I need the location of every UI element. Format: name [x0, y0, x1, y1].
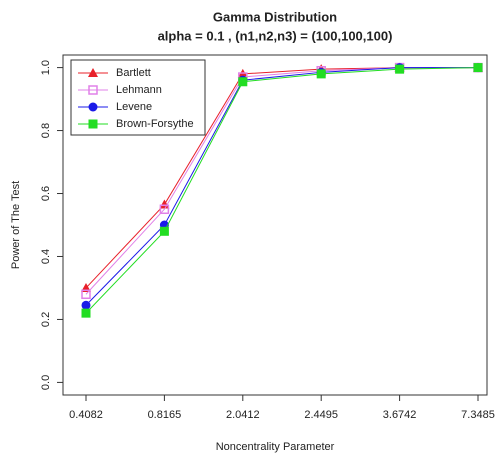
legend-label: Bartlett	[116, 67, 151, 79]
series-line	[85, 67, 478, 306]
y-tick-label: 0.6	[40, 186, 52, 201]
marker	[316, 69, 326, 79]
marker	[88, 85, 98, 95]
marker	[81, 289, 91, 300]
chart-subtitle: alpha = 0.1 , (n1,n2,n3) = (100,100,100)	[158, 28, 393, 43]
marker	[159, 226, 169, 236]
marker	[81, 300, 91, 310]
y-tick-label: 0.4	[40, 249, 52, 264]
marker	[81, 308, 91, 318]
legend-label: Levene	[116, 101, 152, 113]
marker	[88, 119, 98, 129]
marker	[159, 204, 170, 215]
x-tick-label: 3.6742	[383, 409, 417, 421]
legend-label: Brown-Forsythe	[116, 118, 194, 130]
marker	[159, 199, 170, 209]
series-line	[85, 67, 479, 314]
x-tick-label: 7.3485	[461, 409, 495, 421]
x-tick-label: 0.4082	[69, 409, 103, 421]
plot-frame	[62, 54, 488, 396]
y-tick-label: 0.8	[40, 123, 52, 138]
y-axis-title: Power of The Test	[10, 181, 22, 269]
y-tick-label: 0.0	[40, 375, 52, 390]
x-tick-label: 0.8165	[148, 409, 182, 421]
marker	[238, 77, 248, 87]
x-tick-label: 2.4495	[304, 409, 338, 421]
x-axis-title: Noncentrality Parameter	[216, 441, 335, 453]
x-tick-label: 2.0412	[226, 409, 260, 421]
y-tick-label: 0.2	[40, 312, 52, 327]
marker	[395, 64, 405, 74]
marker	[88, 102, 98, 112]
marker	[88, 68, 98, 77]
chart-title: Gamma Distribution	[213, 9, 337, 24]
legend-label: Lehmann	[116, 84, 162, 96]
legend: Bartlett Lehmann Levene Brown-Forsythe	[70, 59, 206, 136]
marker	[473, 63, 483, 73]
y-tick-label: 1.0	[40, 60, 52, 75]
